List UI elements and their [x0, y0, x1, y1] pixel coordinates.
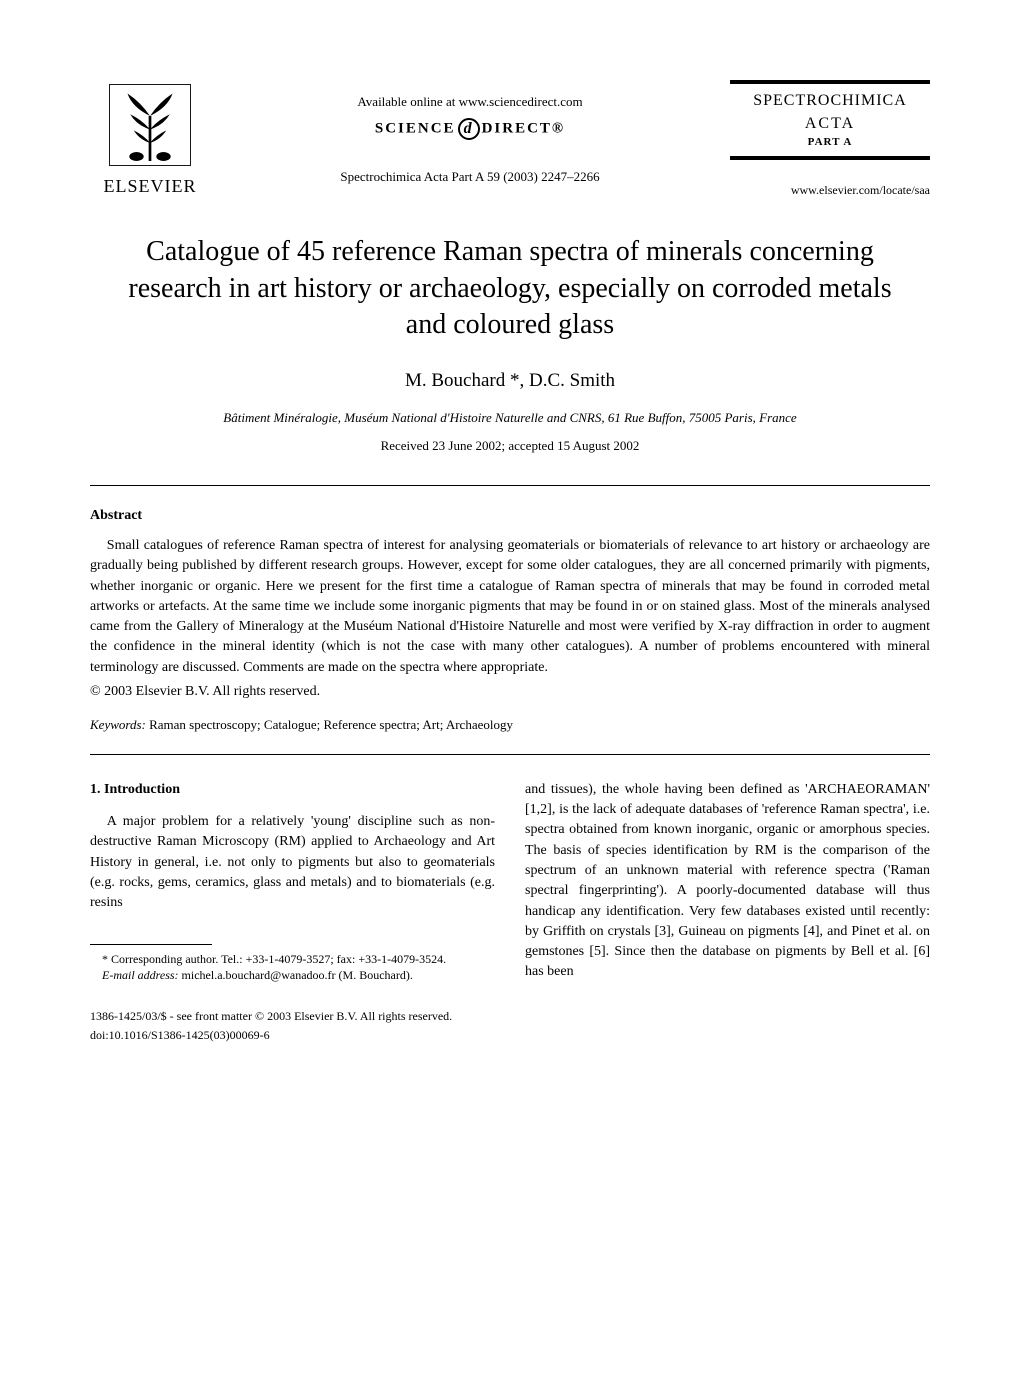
footnote-separator [90, 944, 212, 945]
journal-name-part: PART A [734, 135, 926, 150]
section-1-heading: 1. Introduction [90, 780, 495, 800]
intro-para-left: A major problem for a relatively 'young'… [90, 812, 495, 913]
elsevier-label: ELSEVIER [104, 174, 197, 199]
header-row: ELSEVIER Available online at www.science… [90, 80, 930, 199]
journal-box: SPECTROCHIMICA ACTA PART A www.elsevier.… [730, 80, 930, 199]
elsevier-tree-icon [105, 80, 195, 170]
column-left: 1. Introduction A major problem for a re… [90, 780, 495, 983]
article-title: Catalogue of 45 reference Raman spectra … [110, 234, 910, 343]
authors: M. Bouchard *, D.C. Smith [90, 368, 930, 395]
footnote-email-value: michel.a.bouchard@wanadoo.fr (M. Bouchar… [179, 968, 413, 982]
keywords: Keywords: Raman spectroscopy; Catalogue;… [90, 716, 930, 734]
two-column-body: 1. Introduction A major problem for a re… [90, 780, 930, 983]
divider-bottom [90, 754, 930, 755]
footnote-email: E-mail address: michel.a.bouchard@wanado… [90, 967, 495, 983]
science-right: DIRECT® [482, 120, 566, 136]
journal-url: www.elsevier.com/locate/saa [730, 182, 930, 199]
dates: Received 23 June 2002; accepted 15 Augus… [90, 437, 930, 455]
sd-circle-icon: d [458, 118, 480, 140]
journal-name-bar: SPECTROCHIMICA ACTA PART A [730, 80, 930, 160]
journal-name-line2: ACTA [734, 113, 926, 135]
abstract-text: Small catalogues of reference Raman spec… [90, 536, 930, 678]
science-left: SCIENCE [375, 120, 456, 136]
keywords-label: Keywords: [90, 717, 146, 732]
available-online-text: Available online at www.sciencedirect.co… [357, 93, 582, 111]
footer-line2: doi:10.1016/S1386-1425(03)00069-6 [90, 1027, 930, 1044]
affiliation: Bâtiment Minéralogie, Muséum National d'… [90, 409, 930, 427]
footnote-corresponding: * Corresponding author. Tel.: +33-1-4079… [90, 951, 495, 967]
footnote-email-label: E-mail address: [102, 968, 179, 982]
journal-reference: Spectrochimica Acta Part A 59 (2003) 224… [340, 168, 599, 186]
abstract-copyright: © 2003 Elsevier B.V. All rights reserved… [90, 682, 930, 702]
abstract-heading: Abstract [90, 506, 930, 526]
column-right: and tissues), the whole having been defi… [525, 780, 930, 983]
keywords-text: Raman spectroscopy; Catalogue; Reference… [146, 717, 513, 732]
sciencedirect-logo: SCIENCEdDIRECT® [375, 118, 565, 140]
elsevier-logo-box: ELSEVIER [90, 80, 210, 199]
footer-line1: 1386-1425/03/$ - see front matter © 2003… [90, 1008, 930, 1025]
journal-name-line1: SPECTROCHIMICA [734, 90, 926, 112]
divider-top [90, 485, 930, 486]
intro-para-right: and tissues), the whole having been defi… [525, 780, 930, 983]
header-center: Available online at www.sciencedirect.co… [210, 93, 730, 185]
